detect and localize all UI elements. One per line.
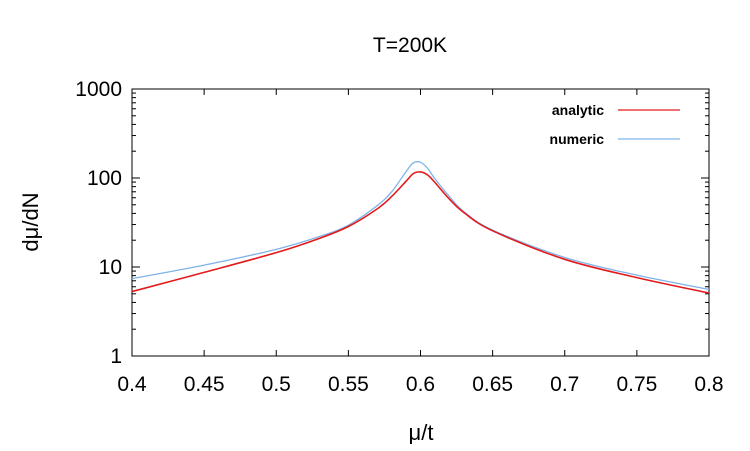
x-tick-label: 0.8 — [694, 373, 723, 396]
y-tick-label: 10 — [99, 256, 122, 279]
ticks-layer: 0.4 0.45 0.5 0.55 0.6 0.65 0.7 0.75 0.8 1 10 100 100… — [75, 78, 723, 396]
x-tick-label: 0.6 — [406, 373, 435, 396]
legend: analytic numeric — [550, 102, 680, 147]
x-tick-label: 0.7 — [550, 373, 579, 396]
legend-label-analytic: analytic — [552, 102, 604, 118]
x-tick-label: 0.65 — [472, 373, 513, 396]
series-line-numeric — [131, 161, 710, 291]
series-line-analytic — [131, 171, 710, 294]
plot-frame — [131, 88, 710, 357]
series-layer — [131, 161, 710, 294]
y-tick-label: 100 — [87, 167, 122, 190]
x-axis-label: μ/t — [409, 420, 434, 445]
legend-label-numeric: numeric — [550, 131, 605, 147]
x-tick-label: 0.5 — [262, 373, 291, 396]
y-tick-label: 1 — [110, 345, 122, 368]
x-tick-label: 0.4 — [117, 373, 147, 396]
x-tick-label: 0.45 — [184, 373, 225, 396]
y-tick-label: 1000 — [75, 78, 122, 101]
x-tick-label: 0.75 — [616, 373, 657, 396]
chart-title: T=200K — [373, 34, 447, 57]
y-axis-label: dμ/dN — [18, 192, 43, 251]
x-tick-label: 0.55 — [328, 373, 369, 396]
